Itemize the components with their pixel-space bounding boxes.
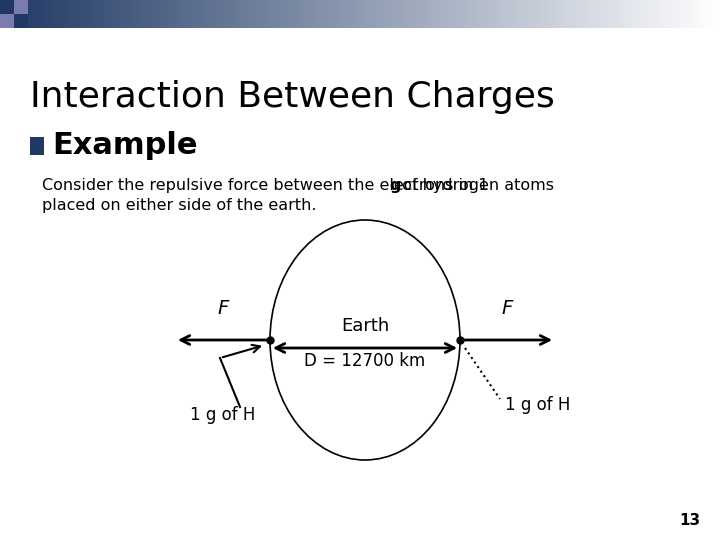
Bar <box>0 14 14 28</box>
Text: of hydrogen atoms: of hydrogen atoms <box>397 178 554 193</box>
Text: F: F <box>217 299 229 318</box>
Text: Interaction Between Charges: Interaction Between Charges <box>30 80 554 114</box>
Bar <box>0 0 14 14</box>
Bar <box>30 137 44 155</box>
Text: placed on either side of the earth.: placed on either side of the earth. <box>42 198 317 213</box>
Bar <box>14 14 28 28</box>
Text: g: g <box>389 178 400 193</box>
Text: F: F <box>501 299 513 318</box>
Text: D = 12700 km: D = 12700 km <box>305 352 426 370</box>
Text: Consider the repulsive force between the electrons in 1: Consider the repulsive force between the… <box>42 178 494 193</box>
Text: 1 g of H: 1 g of H <box>190 406 256 424</box>
Bar <box>14 0 28 14</box>
Text: Example: Example <box>52 132 197 160</box>
Text: 1 g of H: 1 g of H <box>505 396 570 414</box>
Text: 13: 13 <box>679 513 700 528</box>
Text: Earth: Earth <box>341 317 389 335</box>
